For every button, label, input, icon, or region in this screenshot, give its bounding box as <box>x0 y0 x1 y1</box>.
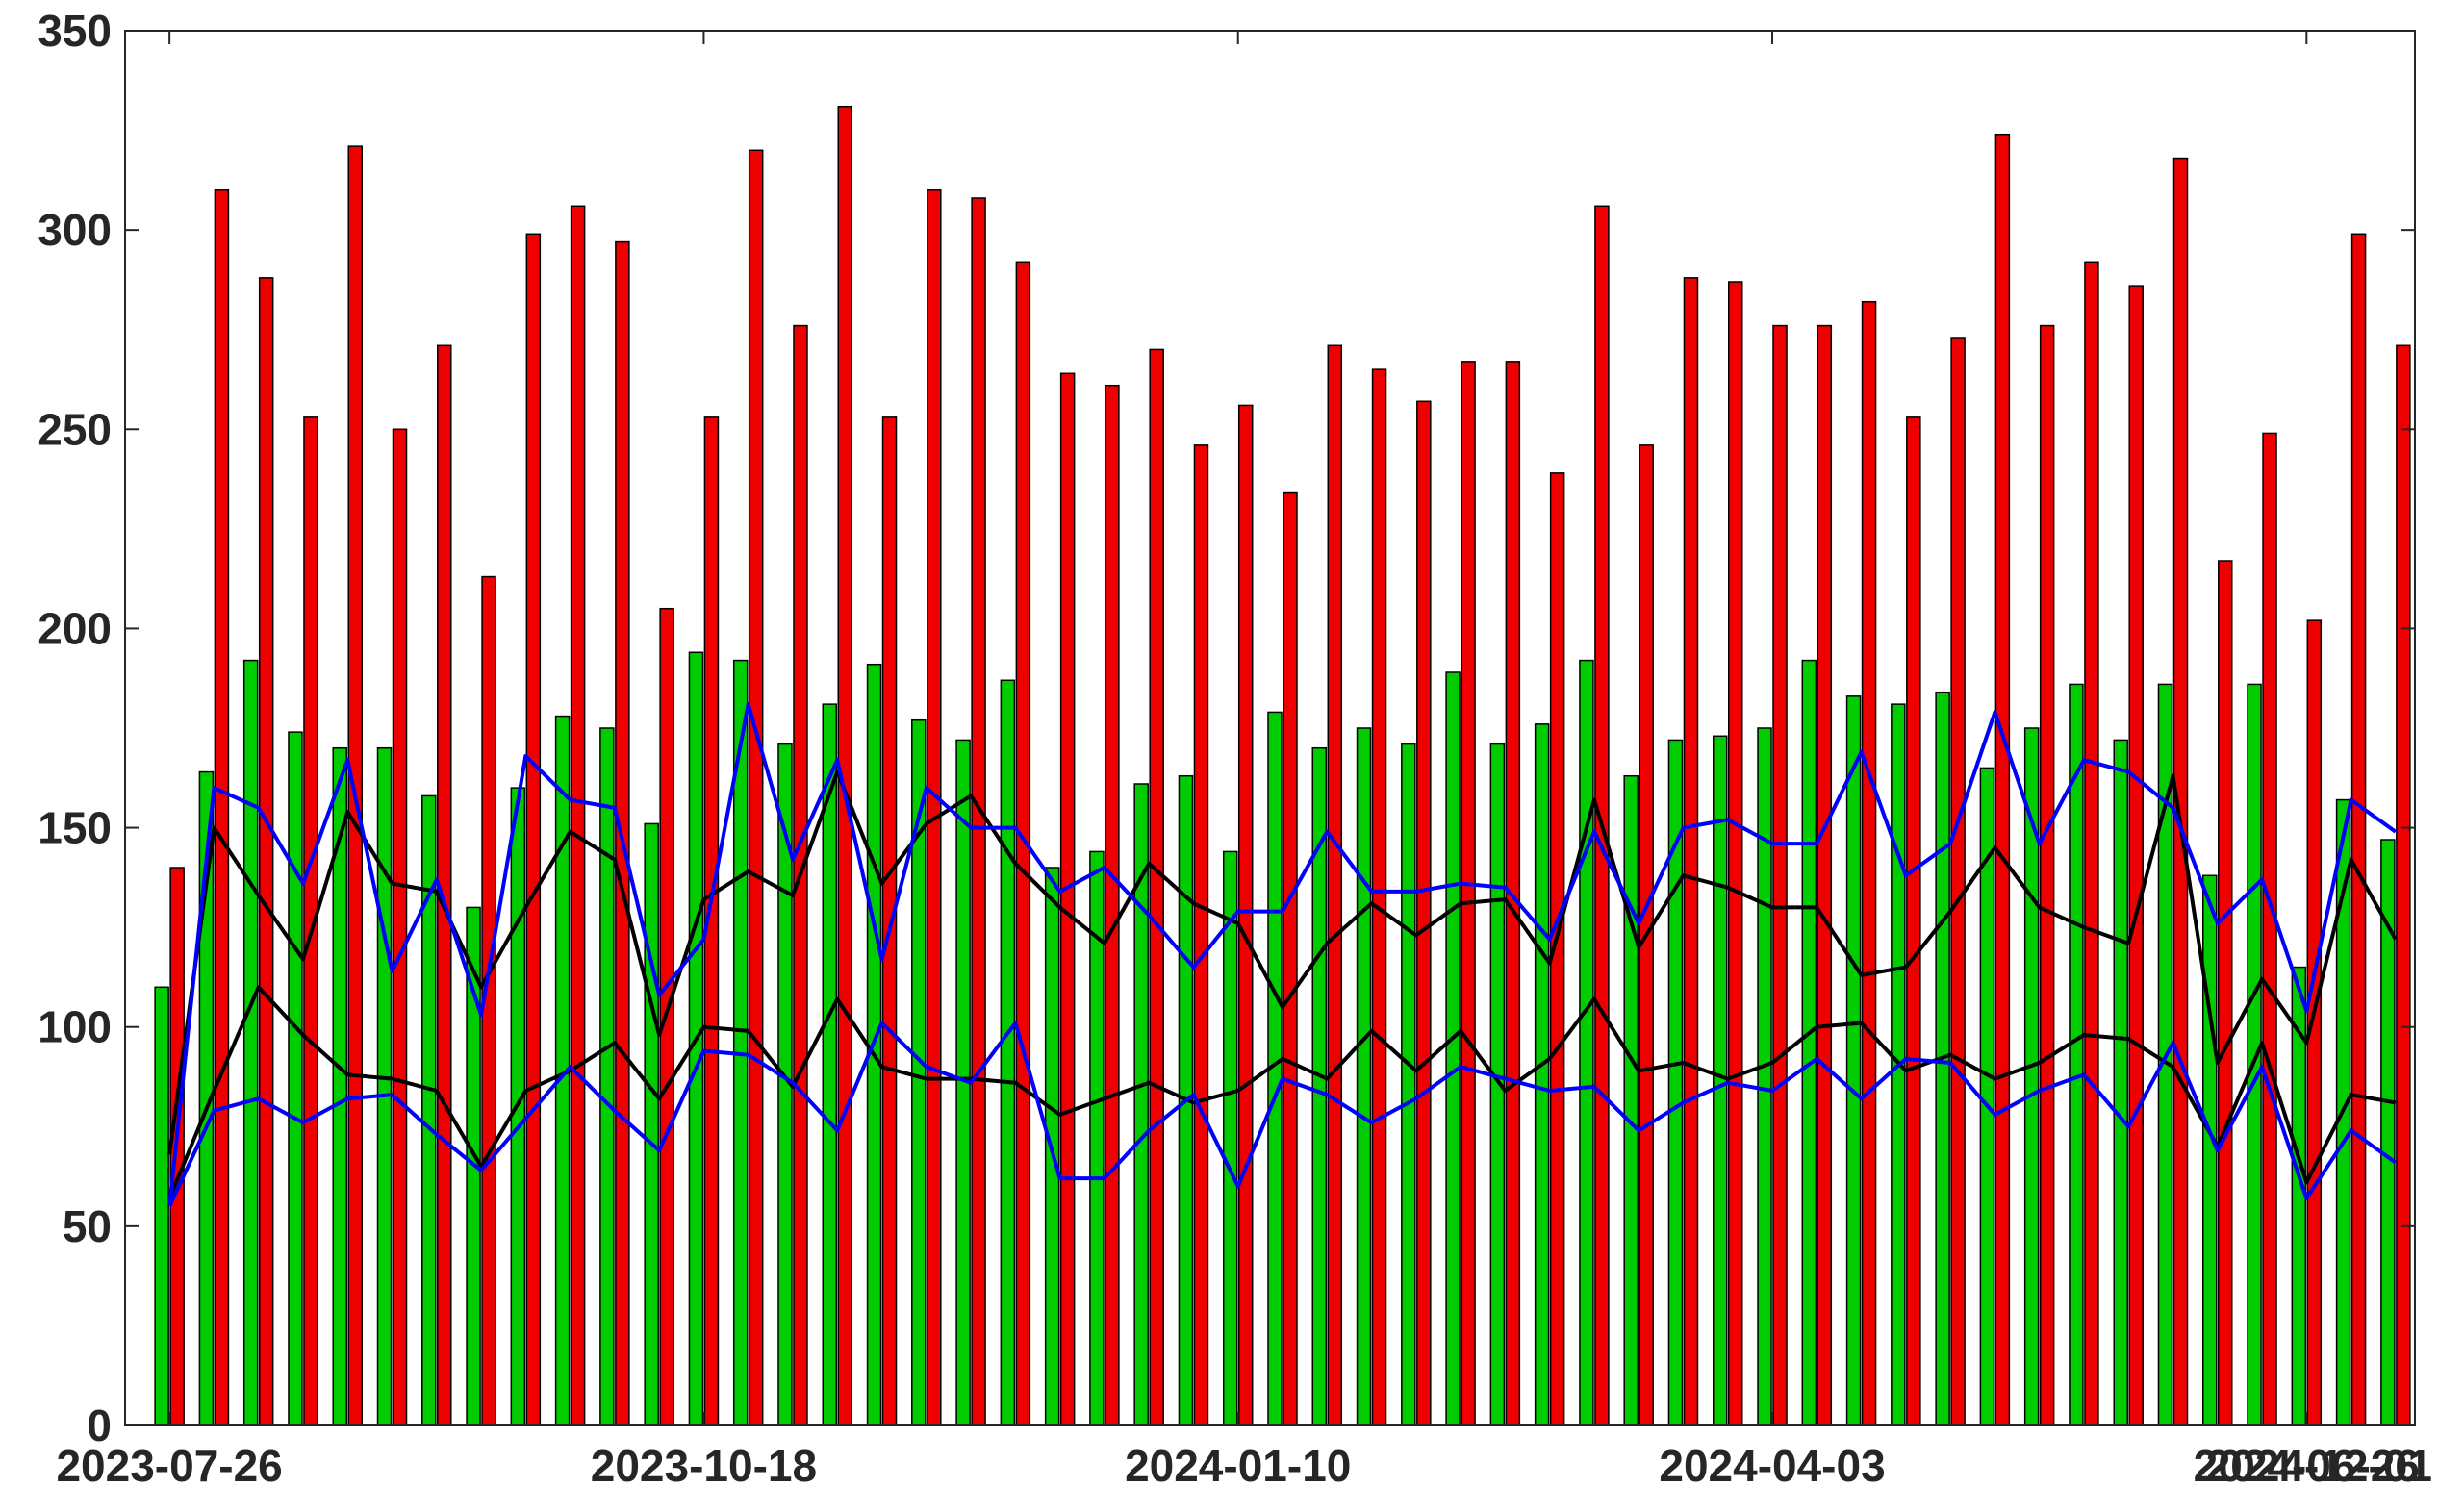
x-tick-label-3: 2024-04-03 <box>1659 1441 1885 1491</box>
bar-red-25 <box>1283 491 1298 1426</box>
bar-red-24 <box>1237 404 1254 1426</box>
bar-red-22 <box>1149 348 1164 1426</box>
x-tick-label-1: 2023-10-18 <box>591 1441 817 1491</box>
y-tick-label-250: 250 <box>38 404 112 454</box>
bar-red-20 <box>1059 372 1076 1426</box>
bar-red-43 <box>2084 261 2099 1426</box>
bar-green-15 <box>822 703 838 1426</box>
bar-red-8 <box>525 233 542 1426</box>
bar-green-28 <box>1401 743 1416 1426</box>
plot-frame <box>124 30 2416 1426</box>
axes-group <box>124 30 2416 1426</box>
x-tick-label-0: 2023-07-26 <box>56 1441 282 1491</box>
bar-red-35 <box>1727 281 1743 1426</box>
bar-green-31 <box>1534 723 1550 1426</box>
bar-red-21 <box>1105 384 1120 1426</box>
y-tick-label-350: 350 <box>38 6 112 56</box>
bar-green-35 <box>1712 735 1728 1426</box>
bar-red-49 <box>2350 233 2367 1426</box>
bar-green-19 <box>1000 679 1016 1426</box>
line-series-blue-2 <box>167 702 2398 1207</box>
bar-red-29 <box>1461 361 1476 1426</box>
bar-green-32 <box>1579 659 1594 1426</box>
line-series-black-0 <box>167 769 2398 1155</box>
bar-red-38 <box>1861 300 1877 1426</box>
y-tick-label-100: 100 <box>38 1002 112 1052</box>
bar-red-5 <box>392 428 408 1426</box>
bar-green-5 <box>376 746 393 1426</box>
bar-red-23 <box>1193 444 1209 1426</box>
bar-green-47 <box>2247 683 2262 1426</box>
bar-green-46 <box>2202 874 2218 1426</box>
bar-red-16 <box>881 416 898 1426</box>
line-series-blue-3 <box>167 1021 2398 1207</box>
line-series-black-1 <box>167 985 2397 1199</box>
y-tick-label-200: 200 <box>38 603 112 653</box>
bar-green-26 <box>1311 746 1328 1426</box>
bar-red-50 <box>2396 344 2411 1426</box>
x-tick-label-2: 2024-01-10 <box>1125 1441 1351 1491</box>
bar-red-34 <box>1683 277 1699 1426</box>
bar-red-28 <box>1416 400 1432 1426</box>
bar-red-26 <box>1327 344 1343 1426</box>
bar-green-29 <box>1445 671 1461 1426</box>
bar-green-3 <box>288 731 303 1426</box>
lines-group <box>167 702 2398 1207</box>
bar-red-4 <box>347 145 363 1426</box>
bar-green-37 <box>1801 659 1817 1426</box>
y-tick-label-50: 50 <box>63 1201 112 1251</box>
x-tick-label-4: 2024-06-26 <box>2194 1441 2420 1491</box>
bar-red-17 <box>927 189 942 1426</box>
bar-green-38 <box>1845 695 1862 1426</box>
bar-green-43 <box>2069 683 2084 1426</box>
x-tick-label-6: 2024-12-01 <box>2206 1441 2432 1491</box>
bar-red-41 <box>1994 133 2011 1426</box>
bar-red-36 <box>1772 324 1788 1426</box>
bar-green-27 <box>1356 727 1372 1426</box>
bar-green-0 <box>154 986 169 1426</box>
bar-green-44 <box>2113 739 2128 1426</box>
bar-red-27 <box>1371 368 1387 1426</box>
bar-red-46 <box>2218 560 2233 1426</box>
bar-red-9 <box>570 205 586 1426</box>
bar-red-2 <box>258 277 274 1426</box>
bar-green-33 <box>1623 774 1639 1426</box>
y-tick-label-0: 0 <box>87 1400 112 1450</box>
bar-red-47 <box>2262 432 2277 1426</box>
bar-red-37 <box>1817 324 1833 1426</box>
bar-green-2 <box>242 659 259 1426</box>
bar-red-44 <box>2128 285 2144 1426</box>
y-tick-label-300: 300 <box>38 205 112 255</box>
y-tick-label-150: 150 <box>38 803 112 853</box>
bar-red-1 <box>214 189 230 1426</box>
bar-green-24 <box>1222 850 1238 1426</box>
bar-green-36 <box>1757 727 1772 1426</box>
bar-red-42 <box>2039 324 2055 1426</box>
bar-red-13 <box>748 149 764 1426</box>
bars-group <box>154 105 2411 1426</box>
bar-red-39 <box>1906 416 1921 1426</box>
bar-green-10 <box>599 727 615 1426</box>
bar-green-11 <box>644 822 659 1426</box>
tick-labels-group: 0 50 100 150 200 250 300 350 2023-07-26 2023-10-1… <box>38 6 2432 1491</box>
bar-red-40 <box>1950 337 1966 1426</box>
